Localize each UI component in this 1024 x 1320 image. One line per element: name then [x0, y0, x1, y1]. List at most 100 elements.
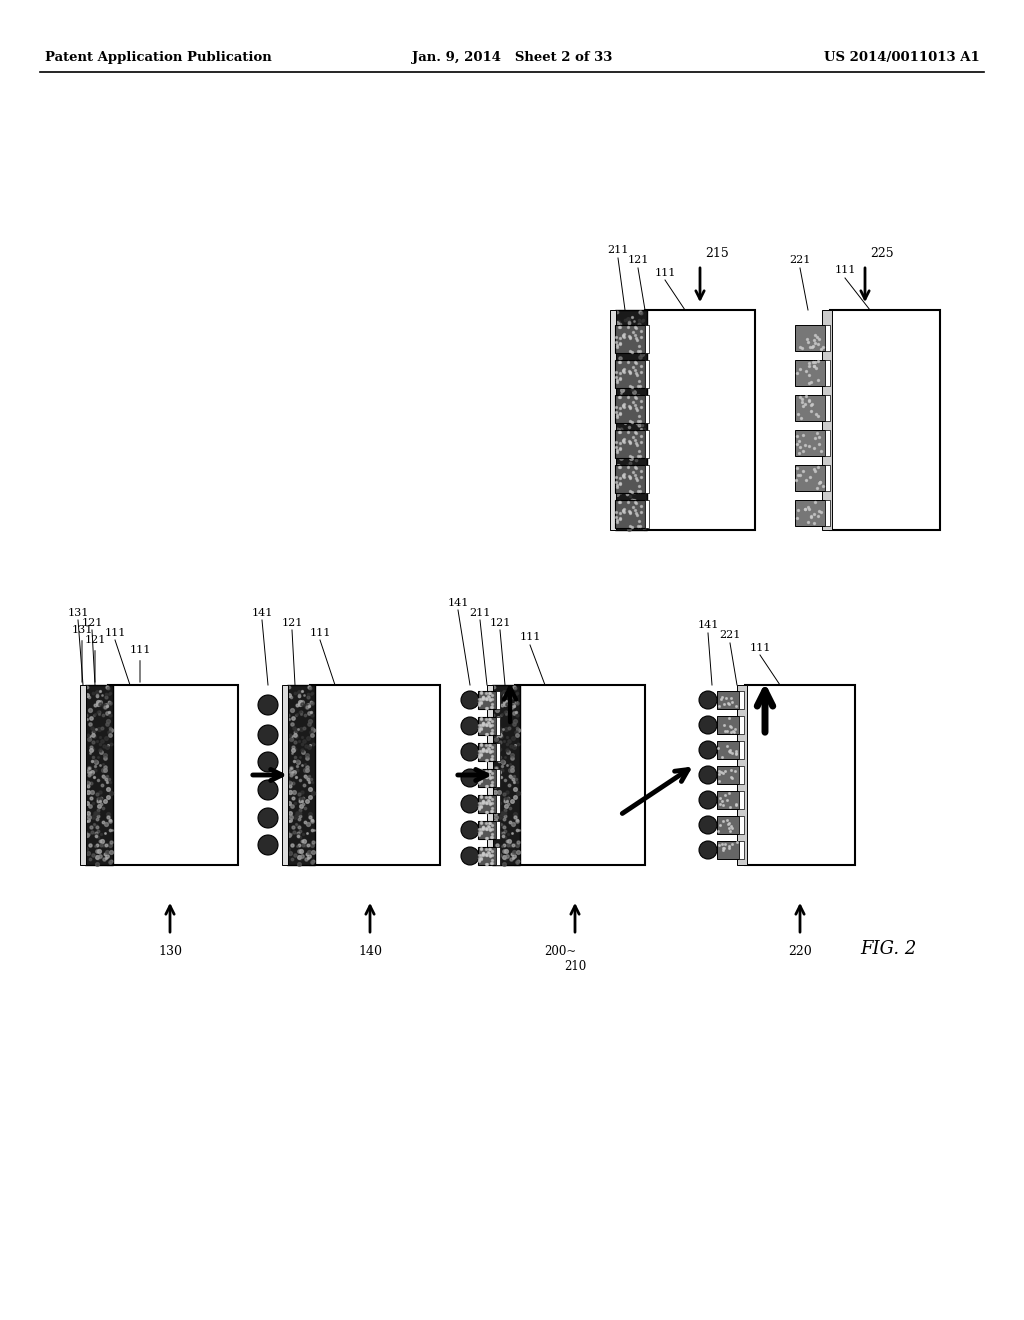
- Point: [85, 739, 101, 760]
- Point: [632, 412, 648, 433]
- Point: [95, 812, 112, 833]
- Point: [500, 824, 516, 845]
- Point: [609, 430, 626, 451]
- Circle shape: [461, 795, 479, 813]
- Point: [631, 470, 647, 491]
- Point: [481, 817, 498, 838]
- Point: [628, 433, 644, 454]
- Point: [624, 490, 640, 511]
- Point: [618, 392, 635, 413]
- Circle shape: [699, 766, 717, 784]
- Point: [621, 325, 637, 346]
- Point: [627, 463, 643, 484]
- Point: [633, 428, 649, 449]
- Point: [484, 710, 501, 731]
- Point: [501, 684, 517, 705]
- Point: [629, 504, 645, 525]
- Point: [495, 759, 511, 780]
- Point: [498, 701, 514, 722]
- Point: [611, 473, 628, 494]
- Point: [88, 718, 104, 739]
- Point: [472, 838, 488, 859]
- Point: [295, 730, 311, 751]
- Point: [494, 705, 510, 726]
- Bar: [739, 741, 744, 759]
- Point: [472, 812, 488, 833]
- Point: [471, 747, 487, 768]
- Bar: [795, 360, 825, 385]
- Point: [294, 830, 310, 851]
- Point: [497, 791, 513, 812]
- Circle shape: [699, 690, 717, 709]
- Point: [281, 709, 297, 730]
- Point: [477, 787, 494, 808]
- Point: [504, 759, 520, 780]
- Point: [100, 834, 117, 855]
- Point: [471, 824, 487, 845]
- Point: [494, 803, 510, 824]
- Point: [636, 466, 652, 487]
- Point: [299, 843, 315, 865]
- Point: [287, 845, 303, 866]
- Point: [611, 508, 628, 529]
- Point: [502, 766, 518, 787]
- Point: [489, 817, 506, 838]
- Point: [285, 817, 301, 838]
- Point: [282, 772, 298, 793]
- Point: [471, 818, 487, 840]
- Point: [481, 842, 498, 863]
- Point: [628, 363, 644, 384]
- Text: 211: 211: [607, 246, 629, 255]
- Point: [289, 803, 305, 824]
- Point: [102, 734, 119, 755]
- Point: [480, 711, 497, 733]
- Point: [473, 793, 489, 814]
- Point: [482, 820, 499, 841]
- Point: [499, 830, 515, 851]
- Point: [81, 764, 97, 785]
- Point: [632, 333, 648, 354]
- Point: [811, 327, 827, 348]
- Point: [498, 692, 514, 713]
- Point: [502, 775, 518, 796]
- Point: [633, 302, 649, 323]
- Point: [78, 809, 94, 830]
- Point: [498, 702, 514, 723]
- Point: [612, 317, 629, 338]
- Point: [509, 725, 525, 746]
- Point: [301, 737, 317, 758]
- Point: [611, 437, 628, 458]
- Point: [608, 477, 625, 498]
- Point: [614, 430, 631, 451]
- Point: [484, 809, 501, 830]
- Point: [486, 725, 503, 746]
- Point: [630, 441, 646, 462]
- Point: [85, 731, 101, 752]
- Point: [508, 809, 524, 830]
- Point: [627, 387, 643, 408]
- Point: [622, 480, 638, 502]
- Point: [291, 846, 307, 867]
- Point: [614, 395, 631, 416]
- Bar: [496, 770, 500, 787]
- Point: [624, 440, 640, 461]
- Point: [608, 442, 625, 463]
- Point: [502, 754, 518, 775]
- Point: [83, 737, 99, 758]
- Point: [83, 817, 99, 838]
- Point: [621, 510, 637, 531]
- Point: [473, 822, 489, 843]
- Point: [509, 718, 525, 739]
- Point: [303, 851, 319, 873]
- Point: [611, 507, 628, 528]
- Point: [492, 747, 508, 768]
- Point: [473, 693, 489, 714]
- Point: [89, 808, 105, 829]
- Point: [97, 747, 114, 768]
- Point: [627, 351, 643, 372]
- Point: [288, 719, 304, 741]
- Point: [495, 822, 511, 843]
- Circle shape: [258, 725, 278, 744]
- Point: [81, 807, 97, 828]
- Circle shape: [461, 717, 479, 735]
